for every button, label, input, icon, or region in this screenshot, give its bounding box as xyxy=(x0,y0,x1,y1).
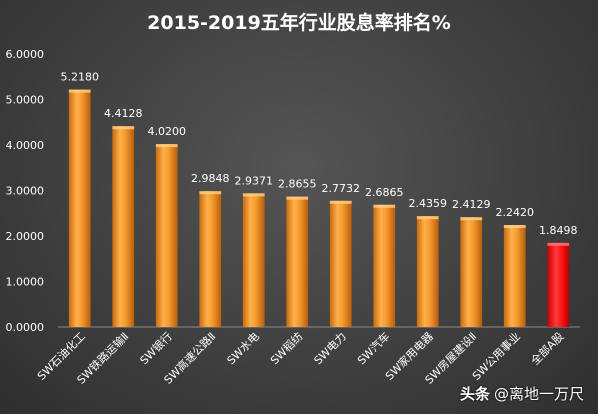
axis-layer: 0.0000 1.0000 2.0000 3.0000 4.0000 5.0000 6.00… xyxy=(6,48,580,334)
bar xyxy=(503,224,526,327)
watermark: 头条 @离地一万尺 xyxy=(460,383,584,404)
bar xyxy=(416,216,439,327)
x-tick-label: SW银行 xyxy=(137,329,175,367)
x-tick-label: 全部A股 xyxy=(528,329,567,368)
y-tick-label: 6.0000 xyxy=(6,48,45,61)
data-label: 2.7732 xyxy=(322,182,361,195)
data-label: 2.9371 xyxy=(235,174,274,187)
data-label: 2.8655 xyxy=(278,178,317,191)
bar-layer xyxy=(68,89,570,328)
bar-cap xyxy=(286,196,309,200)
y-tick-label: 4.0000 xyxy=(6,139,45,152)
bar xyxy=(547,242,570,327)
bar xyxy=(112,126,135,328)
bar-cap xyxy=(503,224,526,228)
x-tick-label: SW电力 xyxy=(311,330,348,367)
y-tick-label: 2.0000 xyxy=(6,230,45,243)
bar xyxy=(286,196,309,327)
y-tick-label: 3.0000 xyxy=(6,185,45,198)
bar xyxy=(242,193,265,327)
bar-cap xyxy=(373,204,396,208)
bar xyxy=(155,144,178,327)
bar-cap xyxy=(460,217,483,221)
data-label: 2.4129 xyxy=(452,198,491,211)
watermark-brand: 头条 xyxy=(459,385,490,403)
bar-cap xyxy=(68,89,91,93)
bar xyxy=(373,204,396,327)
bar xyxy=(329,200,352,327)
data-label: 5.2180 xyxy=(61,71,100,84)
watermark-handle: @离地一万尺 xyxy=(493,385,584,403)
bar-cap xyxy=(112,126,135,130)
y-tick-label: 0.0000 xyxy=(6,321,45,334)
bar xyxy=(68,89,91,328)
bar-cap xyxy=(329,200,352,204)
data-label: 2.4359 xyxy=(409,197,448,210)
x-tick-label: SW汽车 xyxy=(354,329,392,367)
bar-cap xyxy=(199,191,222,195)
data-label: 4.0200 xyxy=(148,125,187,138)
data-label: 1.8498 xyxy=(539,224,578,237)
bar-cap xyxy=(242,193,265,197)
bar-cap xyxy=(547,242,570,246)
data-label: 4.4128 xyxy=(104,107,143,120)
x-tick-label: SW稻纺 xyxy=(267,329,305,367)
x-tick-label: SW水电 xyxy=(224,330,261,367)
y-tick-label: 5.0000 xyxy=(6,94,45,107)
bar xyxy=(199,191,222,327)
chart-title: 2015-2019五年行业股息率排名% xyxy=(147,12,451,34)
data-label: 2.2420 xyxy=(496,206,535,219)
bar-cap xyxy=(155,144,178,148)
y-tick-label: 1.0000 xyxy=(6,276,45,289)
bar xyxy=(460,217,483,327)
data-label: 2.9848 xyxy=(191,172,230,185)
bar-cap xyxy=(416,216,439,220)
data-label: 2.6865 xyxy=(365,186,404,199)
